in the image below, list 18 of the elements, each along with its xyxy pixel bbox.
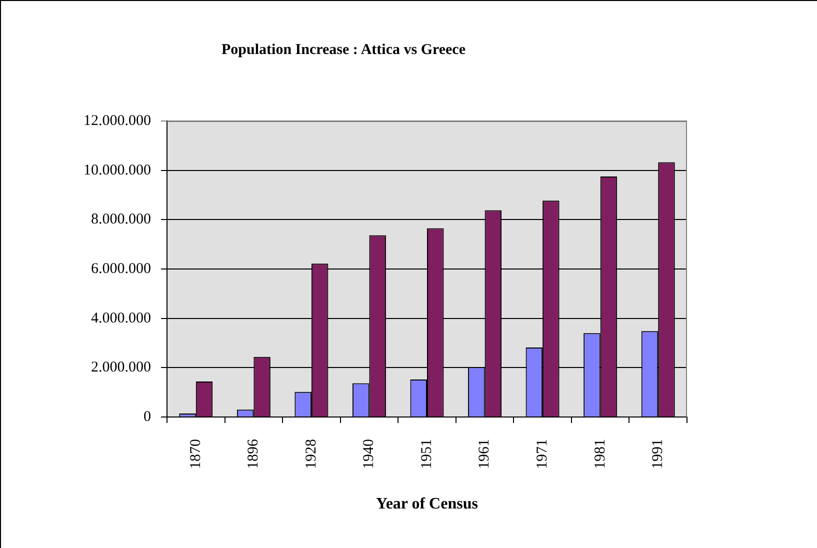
x-axis-title: Year of Census [376, 496, 478, 513]
chart-title: Population Increase : Attica vs Greece [222, 42, 466, 58]
x-tick-label: 1870 [188, 439, 204, 469]
y-tick-label: 12.000.000 [84, 112, 151, 129]
x-tick-label: 1940 [361, 439, 378, 469]
x-tick-label: 1951 [418, 439, 435, 469]
x-tick-label: 1961 [476, 439, 493, 469]
x-tick-label: 1971 [534, 439, 550, 469]
x-tick-label: 1991 [650, 439, 666, 469]
x-tick-label: 1928 [303, 439, 320, 469]
y-tick-label: 10.000.000 [84, 162, 151, 178]
x-tick-label: 1981 [592, 439, 608, 469]
y-tick-label: 4.000.000 [91, 310, 151, 326]
x-tick-label: 1896 [246, 438, 262, 469]
y-tick-label: 0 [144, 408, 151, 425]
y-tick-label: 2.000.000 [91, 360, 151, 376]
y-tick-label: 8.000.000 [91, 212, 151, 228]
y-tick-label: 6.000.000 [91, 260, 151, 277]
